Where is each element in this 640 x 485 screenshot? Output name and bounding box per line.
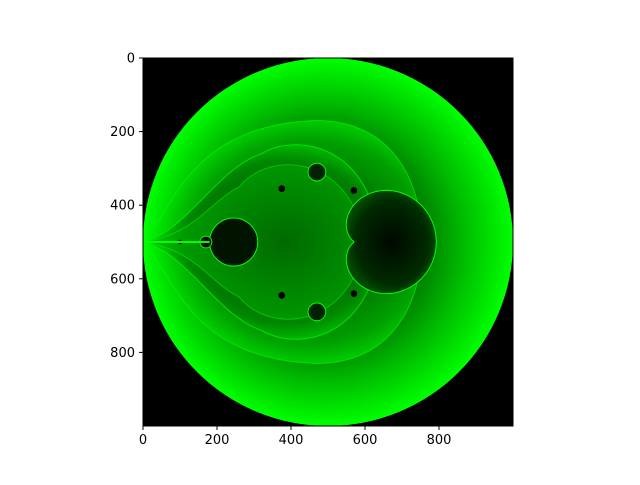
set-bulb-top [307, 162, 327, 182]
axes-area [142, 57, 514, 427]
axes-frame [142, 57, 514, 427]
y-tick-label: 200 [110, 125, 135, 140]
set-bulb-lr [350, 290, 358, 297]
y-tick-label: 600 [110, 272, 135, 287]
set-bulb-ul [278, 185, 286, 192]
y-tick-label: 0 [127, 52, 135, 67]
y-axis: 0 200 400 600 800 [110, 52, 143, 361]
y-tick-label: 400 [110, 199, 135, 214]
set-bulb-ll [278, 292, 286, 299]
y-tick-label: 800 [110, 346, 135, 361]
x-tick-label: 400 [279, 433, 304, 448]
x-tick-label: 200 [205, 433, 230, 448]
x-axis: 0 200 400 600 800 [139, 426, 452, 448]
set-main-cardioid [345, 189, 437, 295]
set-bulb-ur [350, 187, 358, 194]
x-tick-label: 600 [353, 433, 378, 448]
heatmap-image [143, 58, 513, 426]
x-tick-label: 800 [427, 433, 452, 448]
set-period2-bulb [209, 217, 259, 267]
x-tick-label: 0 [139, 433, 147, 448]
set-bulb-bottom [307, 302, 327, 322]
